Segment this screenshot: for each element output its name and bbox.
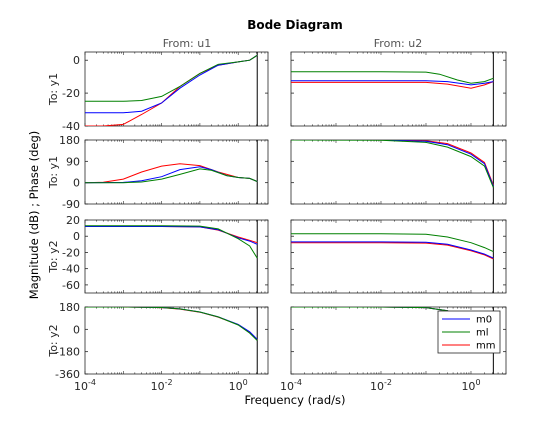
x-tick-label: 10-2 xyxy=(370,378,392,393)
y-tick-label: 90 xyxy=(66,155,80,168)
series-line-mm xyxy=(291,81,494,89)
series-line-ml xyxy=(85,54,258,102)
series-line-mm xyxy=(291,242,494,260)
y-tick-label: -180 xyxy=(55,346,80,359)
series-line-ml xyxy=(291,140,494,188)
y-tick-label: 180 xyxy=(59,301,80,314)
series-line-m0 xyxy=(291,80,494,86)
y-tick-label: 0 xyxy=(73,177,80,190)
column-title-u1: From: u1 xyxy=(163,37,211,50)
legend: m0 ml mm xyxy=(437,310,501,354)
row-label: To: y1 xyxy=(47,73,60,106)
series-line-mm xyxy=(291,140,494,186)
panel-axes-r1-c0 xyxy=(84,139,269,205)
legend-label-m0: m0 xyxy=(476,315,492,326)
x-axis-label: Frequency (rad/s) xyxy=(245,393,346,407)
chart-title: Bode Diagram xyxy=(247,18,343,32)
series-line-ml xyxy=(85,168,258,184)
panel-axes-r2-c0 xyxy=(84,219,269,294)
legend-label-mm: mm xyxy=(476,341,495,352)
y-tick-label: 0 xyxy=(73,54,80,67)
y-tick-label: -20 xyxy=(62,246,80,259)
series-line-ml xyxy=(291,233,494,253)
series-line-m0 xyxy=(85,226,258,245)
column-title-u2: From: u2 xyxy=(374,37,422,50)
y-tick-label: -60 xyxy=(62,279,80,292)
row-label: To: y2 xyxy=(47,324,60,357)
row-label: To: y1 xyxy=(47,156,60,189)
row-label: To: y2 xyxy=(47,240,60,273)
x-tick-label: 10-4 xyxy=(74,378,96,393)
x-tick-label: 10-4 xyxy=(280,378,302,393)
x-tick-label: 100 xyxy=(229,378,248,393)
panel-axes-r1-c1 xyxy=(290,139,507,205)
y-tick-label: 180 xyxy=(59,134,80,147)
panel-axes-r3-c0 xyxy=(84,306,269,375)
series-line-ml xyxy=(85,225,258,259)
y-tick-label: -40 xyxy=(62,263,80,276)
series-line-ml xyxy=(85,307,258,341)
series-line-ml xyxy=(291,71,494,84)
y-tick-label: -40 xyxy=(62,120,80,133)
y-tick-label: -20 xyxy=(62,87,80,100)
y-tick-label: -90 xyxy=(62,198,80,211)
legend-label-ml: ml xyxy=(476,328,489,339)
y-tick-label: 20 xyxy=(66,214,80,227)
y-axis-label: Magnitude (dB) ; Phase (deg) xyxy=(27,131,41,300)
x-tick-label: 10-2 xyxy=(151,378,173,393)
y-tick-label: 0 xyxy=(73,230,80,243)
y-tick-label: 0 xyxy=(73,323,80,336)
panel-axes-r0-c1 xyxy=(290,51,507,127)
series-line-m0 xyxy=(291,140,494,187)
series-line-m0 xyxy=(291,241,494,259)
panel-axes-r2-c1 xyxy=(290,219,507,294)
x-tick-label: 100 xyxy=(461,378,480,393)
y-tick-label: -360 xyxy=(55,368,80,381)
